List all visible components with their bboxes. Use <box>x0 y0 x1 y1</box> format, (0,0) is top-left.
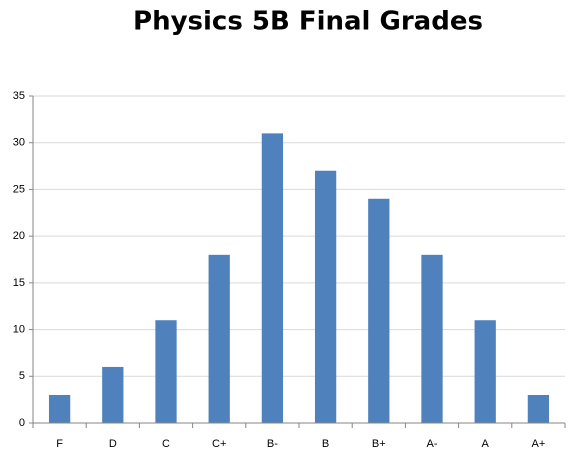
x-tick-label: A <box>482 438 490 450</box>
y-tick-label: 0 <box>19 417 25 429</box>
x-tick-label: B- <box>267 438 278 450</box>
bar <box>155 320 177 423</box>
y-tick-label: 15 <box>13 277 25 289</box>
x-tick-label: B <box>322 438 329 450</box>
x-tick-label: A+ <box>532 438 546 450</box>
bar <box>527 394 550 423</box>
bar <box>48 394 71 423</box>
x-tick-label: D <box>109 438 117 450</box>
y-tick-label: 30 <box>13 137 25 149</box>
y-tick-label: 25 <box>13 183 25 195</box>
y-tick-label: 10 <box>13 323 25 335</box>
y-tick-label: 5 <box>19 370 25 382</box>
bar <box>102 366 124 423</box>
bar <box>421 254 443 423</box>
y-tick-label: 35 <box>13 90 25 102</box>
x-tick-label: C <box>162 438 170 450</box>
bar <box>208 254 230 423</box>
bar <box>368 198 390 423</box>
x-tick-label: C+ <box>212 438 226 450</box>
bar <box>314 170 337 423</box>
chart-title: Physics 5B Final Grades <box>133 7 483 37</box>
bar <box>261 133 284 423</box>
x-tick-label: F <box>56 438 63 450</box>
y-tick-label: 20 <box>13 230 25 242</box>
x-tick-label: B+ <box>372 438 386 450</box>
bar <box>474 320 496 423</box>
x-tick-label: A- <box>427 438 438 450</box>
